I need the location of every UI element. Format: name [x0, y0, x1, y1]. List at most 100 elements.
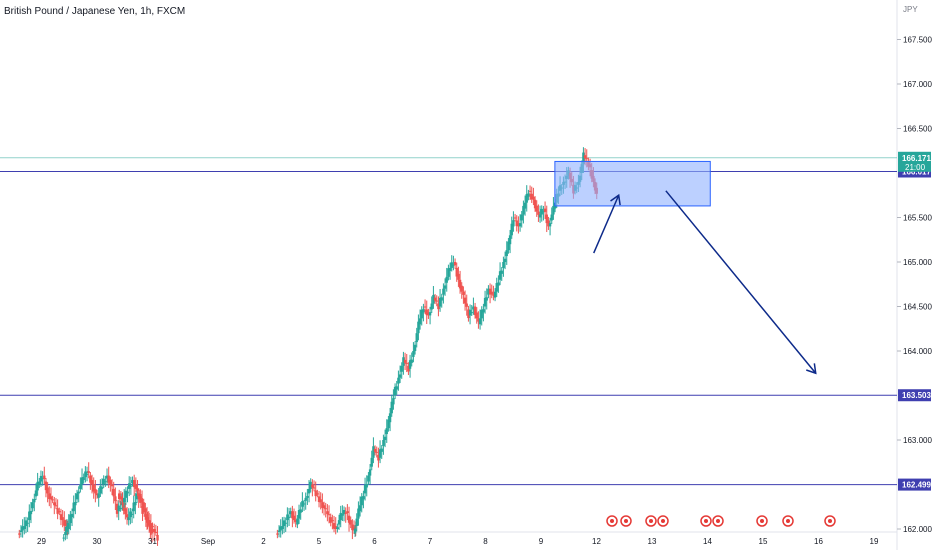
x-tick-label: 12 — [592, 537, 601, 546]
arrow-head[interactable] — [610, 193, 621, 206]
current-price-tag — [898, 151, 931, 172]
event-marker-dot — [760, 519, 764, 523]
price-axis[interactable]: 167.500 167.000 166.500 165.500 165.000 164.5… — [897, 36, 932, 535]
candle-body — [545, 214, 548, 224]
candle-body — [552, 205, 555, 215]
candle-body — [61, 517, 64, 521]
y-tick-label: 164.500 — [903, 303, 932, 312]
candle-body — [485, 297, 488, 301]
candle-body — [301, 501, 304, 507]
candle-body — [432, 294, 435, 304]
candle-body — [495, 283, 498, 292]
candle-body — [123, 497, 126, 503]
candle-body — [124, 508, 127, 515]
candle-body — [77, 491, 80, 494]
bar-countdown-label: 21:00 — [905, 163, 926, 172]
candle-body — [423, 306, 427, 308]
candle-body — [447, 268, 450, 277]
candle-body — [377, 454, 380, 461]
candle-body — [375, 451, 378, 453]
candle-body — [507, 241, 510, 251]
candle-body — [482, 309, 485, 313]
candle-body — [276, 533, 279, 535]
candle-body — [26, 522, 29, 524]
y-tick-label: 165.500 — [903, 214, 932, 223]
candle-body — [56, 508, 59, 514]
candle-body — [70, 513, 74, 518]
time-axis[interactable]: 29 30 31 Sep 2 5 6 7 8 9 12 13 14 15 16 19 — [37, 537, 879, 546]
candle-body — [525, 194, 528, 203]
candle-body — [63, 520, 66, 526]
candle-body — [39, 475, 43, 482]
candle-body — [530, 193, 533, 200]
candle-body — [44, 481, 48, 491]
candle-body — [533, 199, 537, 209]
candle-body — [53, 502, 56, 506]
candle-body — [393, 386, 397, 396]
x-tick-label: 31 — [148, 537, 157, 546]
candle-body — [583, 155, 587, 159]
candle-body — [24, 520, 28, 527]
candle-body — [462, 291, 465, 295]
candle-body — [487, 288, 490, 295]
projection-arrows[interactable] — [593, 190, 817, 375]
candle-body — [144, 508, 147, 512]
candle-body — [131, 480, 134, 484]
candle-body — [138, 493, 141, 500]
candle-body — [527, 193, 530, 197]
candle-body — [585, 158, 588, 160]
candle-body — [107, 475, 110, 483]
candle-body — [405, 362, 408, 364]
arrow-shaft[interactable] — [593, 194, 620, 254]
arrow-shaft[interactable] — [665, 190, 817, 374]
candle-body — [362, 496, 365, 500]
y-tick-label: 164.000 — [903, 347, 932, 356]
candle-body — [18, 533, 21, 535]
candle-body — [279, 526, 282, 531]
candle-body — [327, 514, 331, 516]
candle-body — [148, 520, 151, 526]
candle-body — [418, 318, 422, 325]
arrow-head[interactable] — [806, 363, 817, 375]
candle-body — [99, 486, 102, 494]
candle-body — [277, 530, 281, 532]
candle-body — [316, 493, 319, 495]
candle-body — [522, 205, 525, 215]
candle-body — [286, 514, 289, 521]
candle-body — [110, 484, 114, 487]
zone-rectangle[interactable] — [554, 160, 711, 207]
candle-body — [41, 478, 44, 480]
candle-body — [23, 526, 26, 529]
resistance-zone[interactable] — [554, 160, 711, 207]
event-marker-dot — [828, 519, 832, 523]
candle-body — [324, 508, 327, 510]
candle-body — [403, 359, 407, 363]
y-tick-label: 165.000 — [903, 258, 932, 267]
candle-body — [347, 515, 351, 523]
candle-body — [397, 377, 400, 384]
candle-body — [355, 518, 358, 527]
candle-body — [473, 306, 477, 316]
candle-body — [392, 398, 395, 405]
x-tick-label: 19 — [870, 537, 879, 546]
candle-body — [523, 202, 527, 209]
candle-body — [500, 270, 503, 274]
candle-body — [442, 288, 445, 295]
candle-body — [94, 488, 97, 494]
event-marker-dot — [624, 519, 628, 523]
candle-body — [311, 484, 314, 488]
x-tick-label: 2 — [261, 537, 266, 546]
economic-events[interactable] — [606, 515, 836, 527]
candle-body — [97, 493, 100, 498]
candle-body — [395, 386, 398, 390]
candle-body — [304, 497, 307, 501]
candle-body — [372, 446, 375, 458]
level-price-label: 166.017 — [902, 167, 931, 176]
candle-body — [433, 297, 437, 301]
candle-body — [353, 528, 357, 534]
candle-body — [437, 303, 440, 310]
candle-body — [422, 309, 425, 313]
candle-body — [438, 297, 442, 307]
candle-body — [153, 529, 156, 532]
